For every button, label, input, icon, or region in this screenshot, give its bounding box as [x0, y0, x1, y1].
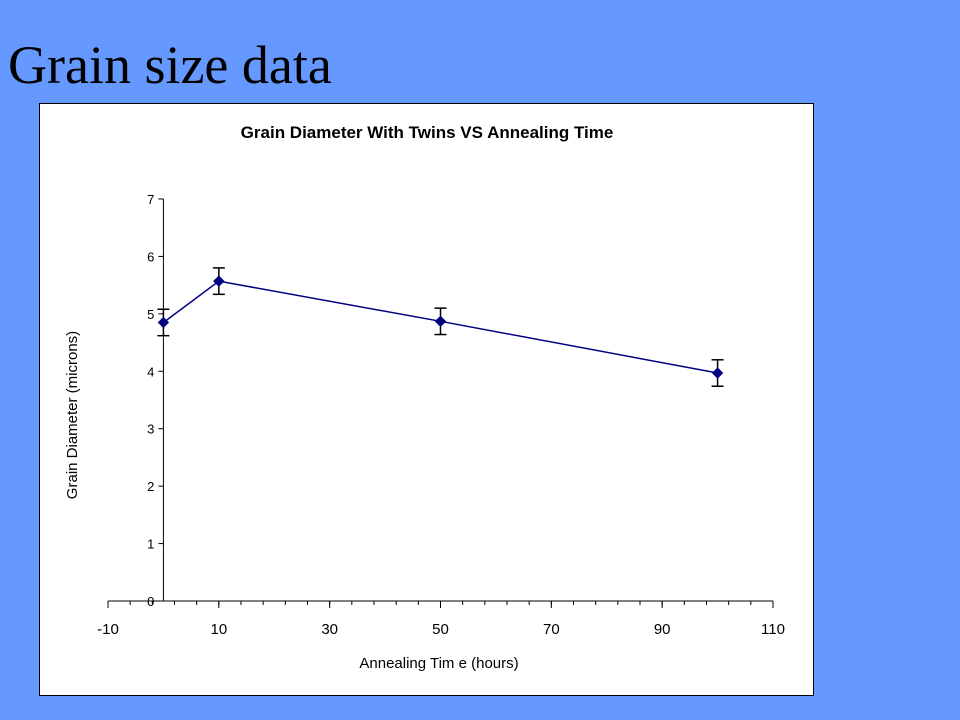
x-tick-label: 110: [761, 621, 785, 638]
tick-labels: -10 10 30 50 70 90 110 0 1 2 3 4 5 6 7: [97, 192, 785, 638]
x-tick-label: 50: [432, 621, 449, 638]
data-point-marker: [213, 275, 225, 287]
series-line: [162, 280, 718, 374]
x-axis-label: Annealing Tim e (hours): [359, 655, 518, 672]
y-tick-label: 0: [147, 594, 154, 609]
grain-diameter-chart: Grain Diameter With Twins VS Annealing T…: [64, 123, 785, 672]
y-tick-label: 7: [147, 192, 154, 207]
y-tick-label: 5: [147, 307, 154, 322]
y-tick-label: 2: [147, 479, 154, 494]
series: [157, 267, 724, 387]
y-tick-label: 4: [147, 364, 154, 379]
y-tick-label: 3: [147, 422, 154, 437]
y-tick-label: 6: [147, 249, 154, 264]
data-point-marker: [711, 367, 724, 379]
x-tick-label: 10: [210, 621, 227, 638]
y-tick-label: 1: [147, 537, 154, 552]
y-axis-label: Grain Diameter (microns): [64, 331, 81, 499]
chart-title: Grain Diameter With Twins VS Annealing T…: [241, 123, 614, 142]
x-tick-label: 70: [543, 621, 560, 638]
slide-title: Grain size data: [8, 35, 332, 95]
x-tick-label: 30: [321, 621, 338, 638]
x-tick-label: -10: [97, 621, 119, 638]
x-tick-label: 90: [654, 621, 671, 638]
data-point-marker: [157, 316, 170, 329]
axes: [107, 198, 774, 608]
chart-frame: Grain Diameter With Twins VS Annealing T…: [39, 103, 814, 696]
data-point-marker: [434, 315, 447, 328]
